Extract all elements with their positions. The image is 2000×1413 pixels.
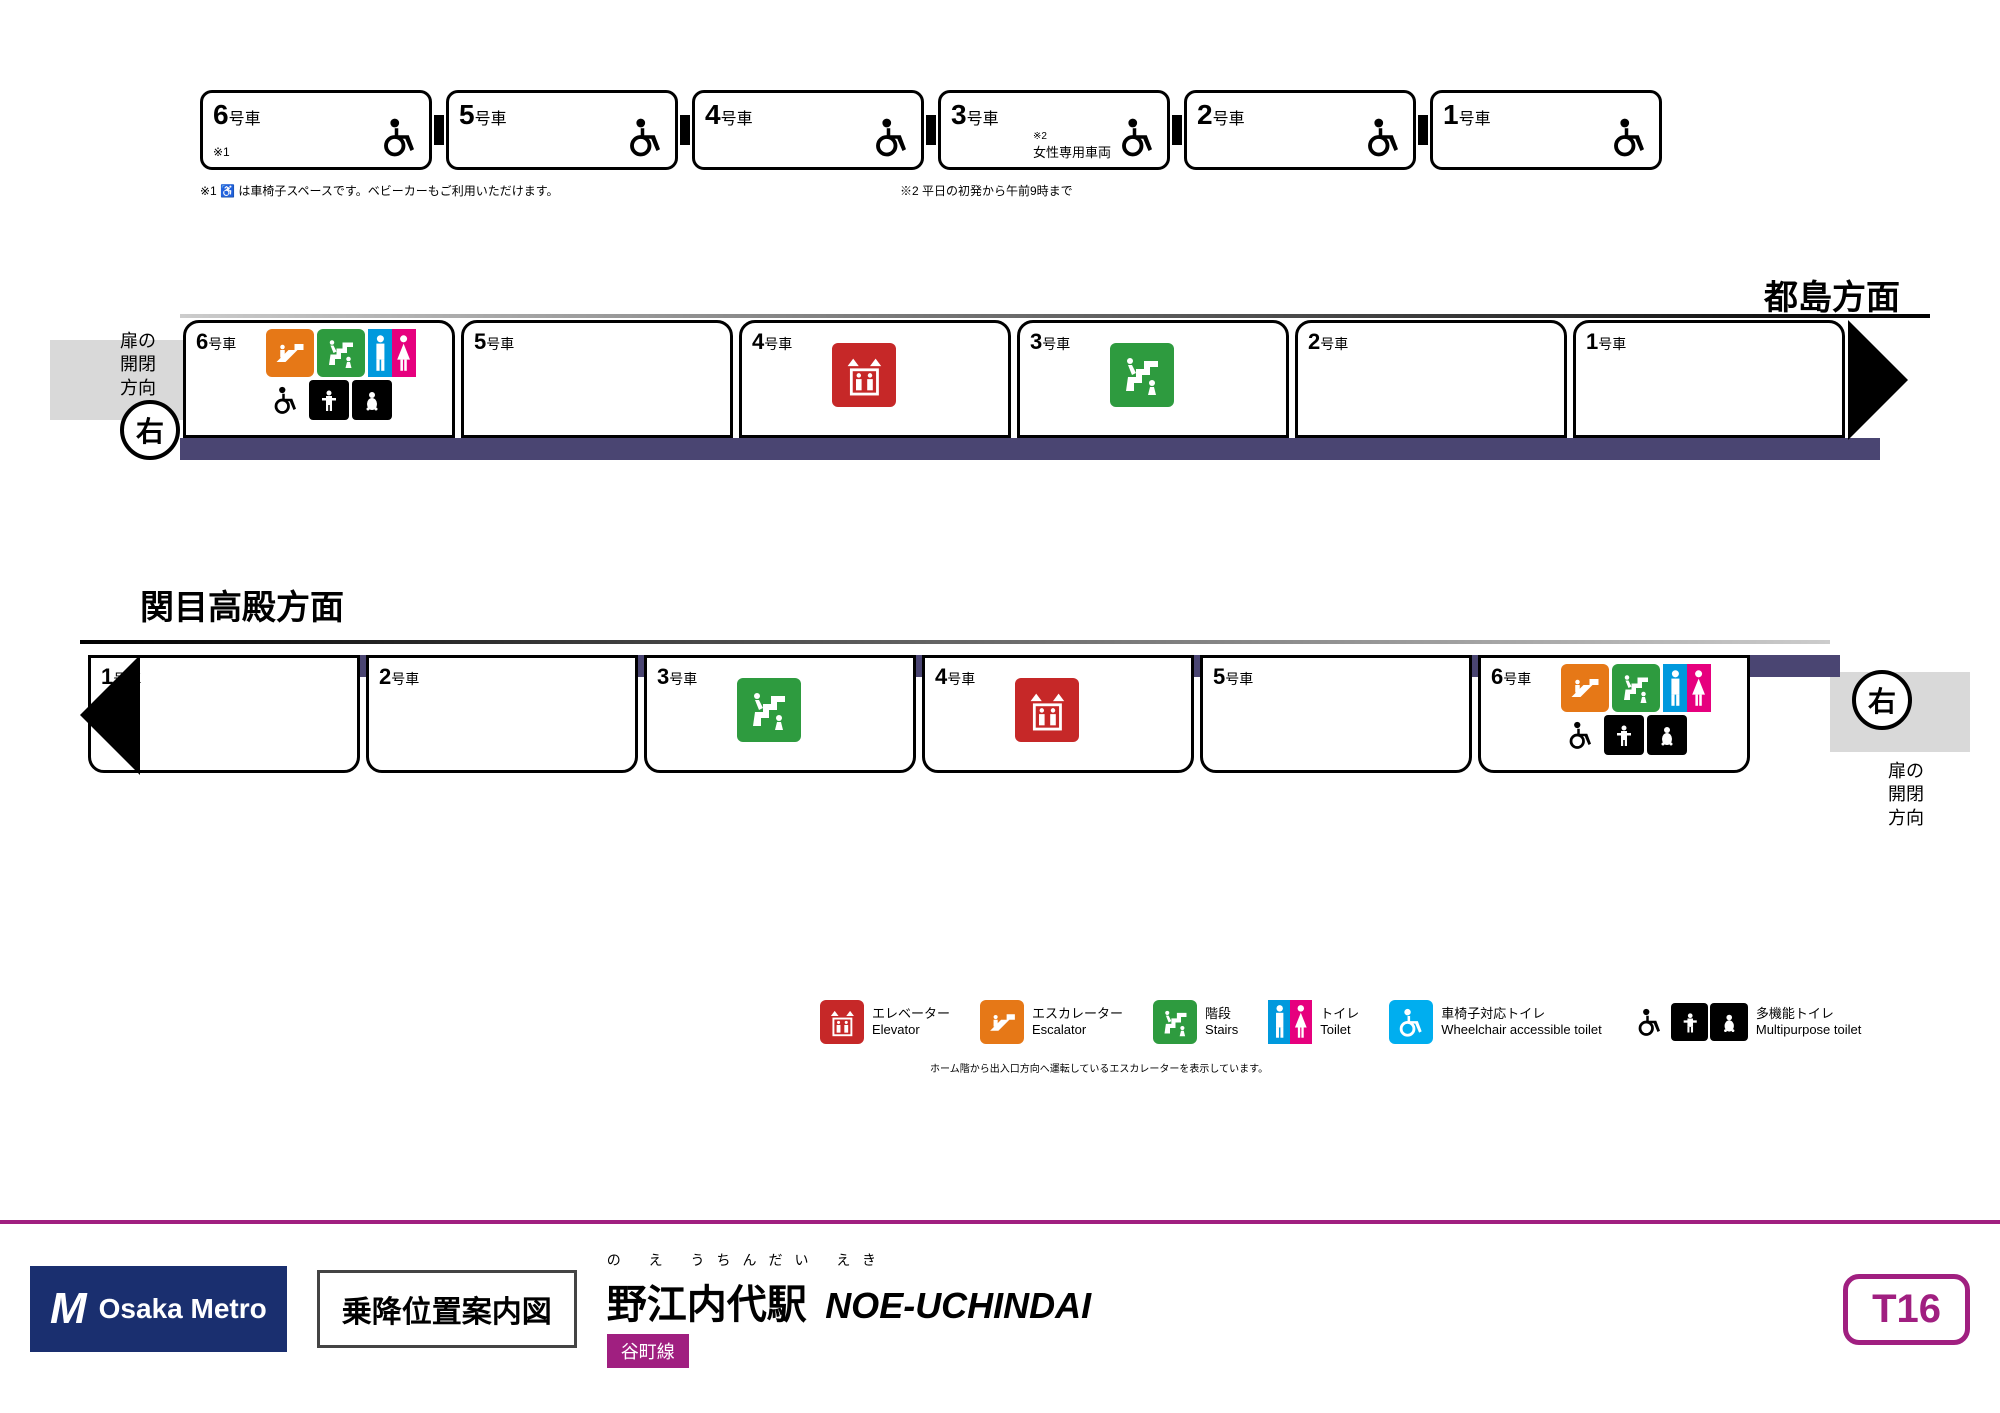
platform-2: 6号車5号車4号車3号車2号車1号車 (80, 655, 1753, 775)
wheelchair-icon (625, 116, 667, 158)
legend-item: 多機能トイレMultipurpose toilet (1632, 1000, 1862, 1044)
brand-text: Osaka Metro (99, 1293, 267, 1325)
stairs-icon (1110, 343, 1174, 407)
door-label-2: 扉の開閉方向 (1888, 760, 1928, 830)
accessible-icon (1671, 1003, 1708, 1040)
line-badge: 谷町線 (607, 1334, 689, 1368)
note-2: ※2 平日の初発から午前9時まで (900, 182, 1073, 199)
side-circle-2: 右 (1852, 670, 1912, 730)
footer-line (0, 1220, 2000, 1224)
train-car: 6号車※1 (200, 90, 432, 170)
wheelchair-toilet-icon (1389, 1000, 1433, 1044)
wheelchair-icon (1609, 116, 1651, 158)
note-1: ※1 ♿ は車椅子スペースです。ベビーカーもご利用いただけます。 (200, 182, 559, 199)
wheelchair-icon (1363, 116, 1405, 158)
baby-icon (1710, 1003, 1747, 1040)
accessible-icon (309, 380, 349, 420)
platform-car: 2号車 (1295, 320, 1567, 438)
train-composition: 6号車※15号車4号車3号車※2女性専用車両2号車1号車 (200, 90, 1662, 170)
legend-note: ホーム階から出入口方向へ運転しているエスカレーターを表示しています。 (930, 1060, 1268, 1075)
logo: M Osaka Metro (30, 1266, 287, 1352)
station-ruby: の え うちんだい えき (607, 1250, 1091, 1270)
legend-item: 階段Stairs (1153, 1000, 1238, 1044)
legend: エレベーターElevator エスカレーターEscalator 階段Stairs トイ… (820, 1000, 1970, 1044)
platform-car: 4号車 (922, 655, 1194, 773)
train-car: 3号車※2女性専用車両 (938, 90, 1170, 170)
baby-icon (1647, 715, 1687, 755)
accessible-icon (1604, 715, 1644, 755)
wheelchair-icon (266, 380, 306, 420)
baby-icon (352, 380, 392, 420)
platform-car: 3号車 (644, 655, 916, 773)
stairs-icon (1612, 664, 1660, 712)
multipurpose-icon (1632, 1003, 1748, 1040)
escalator-icon (1561, 664, 1609, 712)
stairs-icon (1153, 1000, 1197, 1044)
logo-icon: M (50, 1284, 87, 1334)
platform-car: 3号車 (1017, 320, 1289, 438)
wheelchair-icon (271, 385, 301, 415)
station-block: の え うちんだい えき 野江内代駅 NOE-UCHINDAI 谷町線 (607, 1250, 1091, 1368)
platform-car: 4号車 (739, 320, 1011, 438)
wheelchair-icon (379, 116, 421, 158)
train-car: 1号車 (1430, 90, 1662, 170)
wheelchair-icon (871, 116, 913, 158)
stairs-icon (317, 329, 365, 377)
gradient-bar-2 (80, 640, 1830, 644)
toilet-icon (1268, 1000, 1312, 1044)
toilet-icon (368, 329, 416, 377)
elevator-icon (820, 1000, 864, 1044)
platform-car: 5号車 (1200, 655, 1472, 773)
platform-car: 6号車 (183, 320, 455, 438)
escalator-icon (980, 1000, 1024, 1044)
platform-1: 6号車5号車4号車3号車2号車1号車 (180, 320, 1853, 440)
elevator-icon (832, 343, 896, 407)
station-code: T16 (1843, 1274, 1970, 1345)
platform-car: 1号車 (1573, 320, 1845, 438)
diagram-title: 乗降位置案内図 (317, 1270, 577, 1348)
purple-bar-1 (180, 438, 1880, 460)
wheelchair-icon (1117, 116, 1159, 158)
footer: M Osaka Metro 乗降位置案内図 の え うちんだい えき 野江内代駅… (30, 1250, 1970, 1368)
wheelchair-icon (1635, 1007, 1665, 1037)
wheelchair-icon (1632, 1003, 1669, 1040)
stairs-icon (737, 678, 801, 742)
train-car: 5号車 (446, 90, 678, 170)
platform-car: 6号車 (1478, 655, 1750, 773)
elevator-icon (1015, 678, 1079, 742)
gradient-bar-1 (180, 314, 1930, 318)
wheelchair-icon (1566, 720, 1596, 750)
station-en: NOE-UCHINDAI (825, 1285, 1091, 1326)
door-label-1: 扉の開閉方向 (120, 330, 160, 400)
legend-item: トイレToilet (1268, 1000, 1359, 1044)
toilet-icon (1663, 664, 1711, 712)
escalator-icon (266, 329, 314, 377)
legend-item: エレベーターElevator (820, 1000, 950, 1044)
train-car: 2号車 (1184, 90, 1416, 170)
wheelchair-icon (1561, 715, 1601, 755)
notes: ※1 ♿ は車椅子スペースです。ベビーカーもご利用いただけます。 ※2 平日の初… (200, 182, 1600, 199)
side-circle-1: 右 (120, 400, 180, 460)
platform-car: 5号車 (461, 320, 733, 438)
direction-2: 関目高殿方面 (140, 580, 344, 629)
legend-item: エスカレーターEscalator (980, 1000, 1123, 1044)
direction-1: 都島方面 (1764, 270, 1900, 319)
station-jp: 野江内代駅 (607, 1283, 807, 1327)
train-car: 4号車 (692, 90, 924, 170)
platform-car: 2号車 (366, 655, 638, 773)
legend-item: 車椅子対応トイレWheelchair accessible toilet (1389, 1000, 1601, 1044)
